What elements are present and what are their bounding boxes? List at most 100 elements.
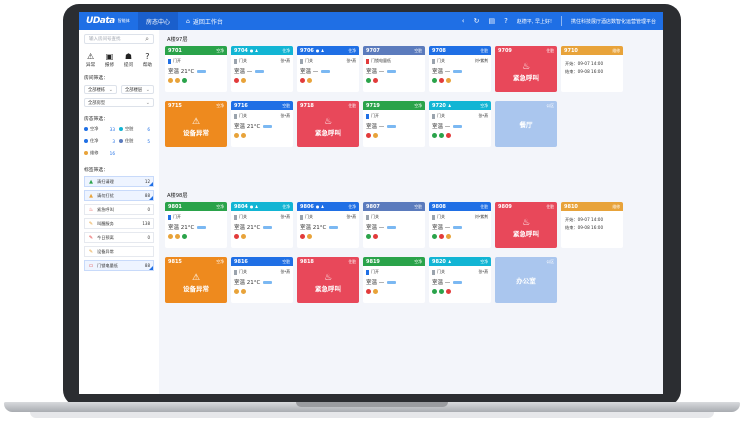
status-filter-item[interactable]: 维修 16: [84, 150, 119, 156]
room-card[interactable]: 9704 ● ♟ 住净 门关 张*燕 室温 —: [231, 46, 293, 92]
room-card[interactable]: 9806 ● ♟ 住净 门关 张*燕 室温 21°C: [297, 202, 359, 248]
public-area-label: 餐厅: [519, 121, 533, 129]
warning-icon: ⚠: [191, 273, 201, 283]
alarm-card[interactable]: 9709 住脏 ♨ 紧急呼叫: [495, 46, 557, 92]
room-body: 门关 张*燕 室温 21°C: [231, 211, 293, 248]
room-card[interactable]: 9701 空净 门开 室温 21°C: [165, 46, 227, 92]
room-header: 9808 住脏: [429, 202, 491, 211]
status-filter-item[interactable]: 空净 33: [84, 126, 119, 132]
door-row: 门锁电量低: [366, 57, 422, 65]
maintenance-card[interactable]: 9710 维修 开始：09-07 14:00 结束：09-08 16:00: [561, 46, 623, 92]
room-header: 9801 空净: [165, 202, 227, 211]
room-body: 门关 室温 —: [363, 211, 425, 248]
status-count: 5: [147, 138, 150, 144]
tag-filter-item[interactable]: ✎ 设备异常: [84, 246, 154, 257]
room-card[interactable]: 9819 空净 门开 室温 —: [363, 257, 425, 303]
logo-text: Data: [92, 16, 115, 26]
room-header: 9816 空脏: [231, 257, 293, 266]
help-circle-icon[interactable]: ?: [504, 17, 508, 25]
room-number: 9819: [366, 258, 380, 265]
room-type-select[interactable]: 全部房型 ⌄: [84, 98, 154, 107]
room-card[interactable]: 9816 空脏 门关 张*燕 室温 21°C: [231, 257, 293, 303]
room-card[interactable]: 9804 ● ♟ 住净 门关 张*燕 室温 21°C: [231, 202, 293, 248]
laptop-base: [4, 402, 740, 412]
tag-filter-item[interactable]: ✎ 叫醒服务 138: [84, 218, 154, 229]
bell-alarm-icon: ♨: [323, 117, 333, 127]
room-body: 门锁电量低 室温 —: [363, 55, 425, 92]
tag-filter-item[interactable]: ▲ 请勿打扰 88: [84, 190, 154, 201]
tag-icon: ▲: [89, 192, 93, 199]
sidebar-tool-3[interactable]: ? 帮助: [143, 52, 152, 68]
room-number: 9709: [498, 47, 512, 54]
tag-icon: ▲: [89, 178, 93, 185]
document-icon[interactable]: ▤: [488, 17, 496, 25]
status-filter-item[interactable]: 空脏 6: [119, 126, 154, 132]
room-card[interactable]: 9708 住脏 门关 刘*紫荆 室温 —: [429, 46, 491, 92]
maintenance-card[interactable]: 9810 维修 开始：09-07 14:00 结束：09-08 16:00: [561, 202, 623, 248]
room-card[interactable]: 9719 空净 门开 室温 —: [363, 101, 425, 147]
room-number: 9715: [168, 102, 182, 109]
alarm-card[interactable]: 9818 住脏 ♨ 紧急呼叫: [297, 257, 359, 303]
cleaner-name: 张*燕: [346, 214, 357, 219]
tag-filter-item[interactable]: ♨ 紧急呼叫 0: [84, 204, 154, 215]
alarm-card[interactable]: 9809 住脏 ♨ 紧急呼叫: [495, 202, 557, 248]
door-row: 门关 张*燕: [234, 213, 290, 221]
service-icons: [366, 289, 422, 294]
refresh-icon[interactable]: ↻: [473, 17, 480, 25]
room-body: 门开 室温 —: [363, 266, 425, 303]
tag-count: 88: [144, 263, 150, 268]
sidebar: 输入房间号查找 ⌕ ⚠ 异常 ▣ 报修 ☗ 提问? 帮助 房间筛选： 全部楼栋 ⌄ 全部楼层 ⌄…: [79, 30, 159, 394]
back-arrow-icon[interactable]: ‹: [461, 17, 465, 25]
user-greeting[interactable]: 赵德平, 早上好!: [516, 18, 552, 25]
maintenance-body: 开始：09-07 14:00 结束：09-08 16:00: [561, 211, 623, 237]
room-card[interactable]: 9808 住脏 门关 刘*紫荆 室温 —: [429, 202, 491, 248]
cleaner-name: 张*燕: [346, 58, 357, 63]
chevron-down-icon: ⌄: [108, 86, 113, 93]
door-icon: [168, 214, 171, 220]
maintenance-body: 开始：09-07 14:00 结束：09-08 16:00: [561, 55, 623, 81]
room-card[interactable]: 9707 空脏 门锁电量低 室温 —: [363, 46, 425, 92]
nav-room-status-center[interactable]: 房态中心: [138, 12, 179, 30]
public-area-card[interactable]: 公区 餐厅: [495, 101, 557, 147]
building-floor-title: A楼97层: [167, 37, 188, 43]
service-icon: [307, 78, 312, 83]
room-number: 9818: [300, 258, 314, 265]
sidebar-tool-0[interactable]: ⚠ 异常: [86, 52, 95, 68]
public-area-card[interactable]: 公区 办公室: [495, 257, 557, 303]
tag-filter-item[interactable]: ▭ 门锁电量低 88: [84, 260, 154, 271]
status-filter-item[interactable]: 住脏 5: [119, 138, 154, 144]
door-icon: [432, 269, 435, 275]
building-select[interactable]: 全部楼栋 ⌄: [84, 85, 117, 94]
status-dot-icon: [119, 139, 123, 143]
room-body: 门关 张*燕 室温 —: [429, 110, 491, 147]
door-icon: [234, 113, 237, 119]
status-filter-item[interactable]: 住净 3: [84, 138, 119, 144]
room-card[interactable]: 9720 ♟ 空净 门关 张*燕 室温 —: [429, 101, 491, 147]
room-card[interactable]: 9807 空脏 门关 室温 —: [363, 202, 425, 248]
room-head-icons: ● ♟: [315, 204, 325, 209]
room-card[interactable]: 9801 空净 门开 室温 21°C: [165, 202, 227, 248]
service-icons: [432, 289, 488, 294]
floor-select[interactable]: 全部楼层 ⌄: [121, 85, 154, 94]
room-card[interactable]: 9716 空脏 门关 张*燕 室温 21°C: [231, 101, 293, 147]
sidebar-tool-2[interactable]: ☗ 提问: [124, 52, 133, 68]
door-icon: [432, 214, 435, 220]
room-card[interactable]: 9706 ● ♟ 住净 门关 张*燕 室温 —: [297, 46, 359, 92]
room-card[interactable]: 9820 ♟ 空净 门关 张*燕 室温 —: [429, 257, 491, 303]
alarm-card[interactable]: 9815 空净 ⚠ 设备异常: [165, 257, 227, 303]
service-icon: [446, 234, 451, 239]
room-temp-row: 室温 —: [234, 67, 290, 75]
app-logo[interactable]: UData 智能体: [86, 16, 138, 26]
tag-filter-item[interactable]: ✎ 今日预离 0: [84, 232, 154, 243]
nav-back-workbench[interactable]: ⌂ 返回工作台: [178, 12, 231, 30]
search-icon[interactable]: ⌕: [145, 34, 149, 43]
tag-filter-item[interactable]: ▲ 清扫请理 12: [84, 176, 154, 187]
room-body: 门开 室温 —: [363, 110, 425, 147]
door-status: 门开: [371, 269, 379, 274]
room-temperature: 室温 —: [300, 69, 319, 75]
alarm-card[interactable]: 9718 住脏 ♨ 紧急呼叫: [297, 101, 359, 147]
alarm-card[interactable]: 9715 空净 ⚠ 设备异常: [165, 101, 227, 147]
room-search-input[interactable]: 输入房间号查找 ⌕: [84, 34, 154, 44]
room-type-select-value: 全部房型: [88, 100, 106, 106]
sidebar-tool-1[interactable]: ▣ 报修: [105, 52, 114, 68]
